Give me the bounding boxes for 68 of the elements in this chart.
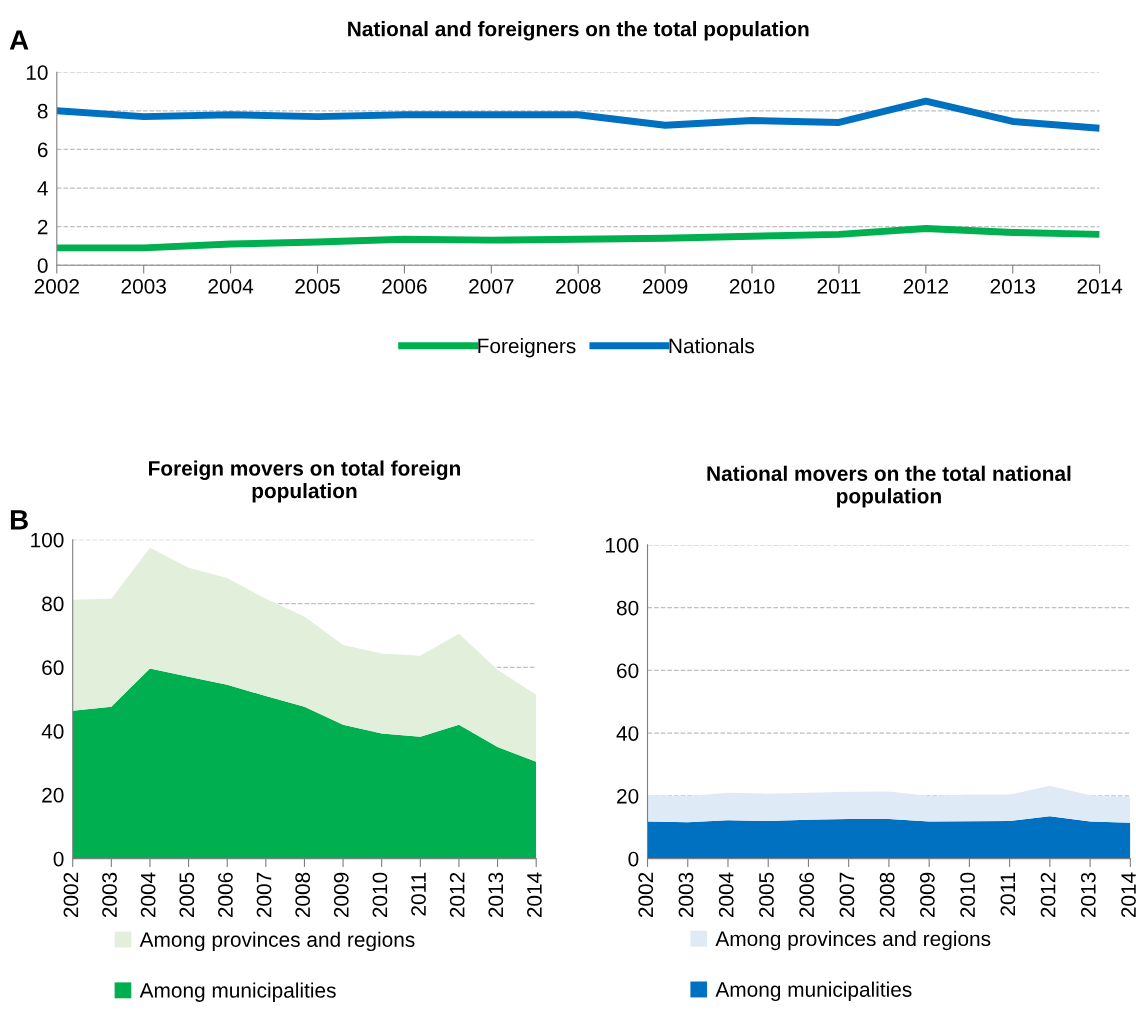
x-tick-label: 2010 — [729, 278, 775, 294]
y-tick-label: 0 — [37, 258, 48, 273]
x-tick-label: 2003 — [102, 872, 117, 918]
x-tick-label: 2012 — [1040, 872, 1056, 918]
y-tick-label: 4 — [37, 181, 48, 196]
x-tick-label: 2008 — [879, 872, 895, 918]
x-tick-label: 2013 — [990, 278, 1035, 294]
x-tick-label: 2005 — [759, 872, 774, 918]
x-tick-label: 2006 — [382, 278, 427, 294]
y-tick-label: 10 — [26, 65, 48, 80]
x-tick-label: 2005 — [295, 278, 340, 294]
legend-label: Among municipalities — [715, 981, 912, 1002]
x-tick-label: 2004 — [208, 278, 254, 294]
y-tick-label: 100 — [606, 537, 639, 553]
x-tick-label: 2013 — [488, 872, 504, 918]
y-tick-label: 2 — [37, 219, 48, 235]
legend-label: Among municipalities — [139, 982, 336, 1002]
x-tick-label: 2003 — [121, 278, 166, 294]
y-tick-label: 60 — [617, 663, 639, 679]
text: A — [9, 30, 29, 50]
x-tick-label: 2006 — [218, 872, 233, 918]
x-tick-label: 2011 — [1000, 872, 1016, 916]
x-tick-label: 2012 — [903, 278, 948, 294]
x-tick-label: 2013 — [1080, 872, 1096, 918]
y-tick-label: 40 — [616, 726, 639, 741]
x-tick-label: 2007 — [839, 872, 855, 918]
x-tick-label: 2011 — [817, 278, 861, 294]
chart-title: Foreign movers on total foreign population — [149, 460, 461, 503]
y-tick-label: 0 — [628, 851, 639, 867]
x-tick-label: 2011 — [411, 872, 426, 916]
x-tick-label: 2005 — [179, 872, 195, 918]
x-tick-label: 2009 — [919, 872, 935, 918]
x-tick-label: 2009 — [643, 278, 688, 294]
x-tick-label: 2007 — [469, 278, 514, 294]
y-tick-label: 20 — [42, 787, 64, 803]
x-tick-label: 2004 — [718, 872, 734, 918]
x-tick-label: 2008 — [295, 872, 311, 918]
chart-title: National and foreigners on the total population — [348, 21, 809, 41]
x-tick-label: 2014 — [527, 872, 542, 918]
x-tick-label: 2014 — [1121, 872, 1136, 918]
y-tick-label: 6 — [37, 142, 48, 158]
x-tick-label: 2012 — [449, 872, 465, 918]
legend-label: Foreigners — [478, 338, 576, 358]
x-tick-label: 2009 — [333, 872, 349, 918]
chart-title: National movers on the total national population — [707, 465, 1071, 508]
legend-label: Nationals — [669, 338, 755, 354]
y-tick-label: 80 — [616, 600, 639, 616]
x-tick-label: 2002 — [63, 872, 79, 918]
y-tick-label: 40 — [41, 724, 64, 739]
x-tick-label: 2006 — [799, 872, 815, 918]
y-tick-label: 100 — [31, 532, 64, 548]
x-tick-label: 2004 — [140, 872, 156, 918]
y-tick-label: 80 — [42, 596, 64, 612]
legend-label: Among provinces and regions — [715, 930, 991, 951]
x-tick-label: 2007 — [256, 872, 272, 918]
y-tick-label: 0 — [53, 851, 64, 867]
text: B — [10, 510, 28, 530]
x-tick-label: 2014 — [1077, 278, 1123, 294]
x-tick-label: 2008 — [556, 278, 601, 294]
y-tick-label: 20 — [617, 788, 639, 804]
y-tick-label: 60 — [42, 660, 64, 676]
y-tick-label: 8 — [37, 103, 48, 119]
x-tick-label: 2010 — [372, 872, 388, 918]
x-tick-label: 2003 — [678, 872, 694, 918]
x-tick-label: 2010 — [960, 872, 975, 918]
x-tick-label: 2002 — [638, 872, 654, 918]
legend-label: Among provinces and regions — [139, 931, 415, 952]
x-tick-label: 2002 — [34, 278, 79, 294]
